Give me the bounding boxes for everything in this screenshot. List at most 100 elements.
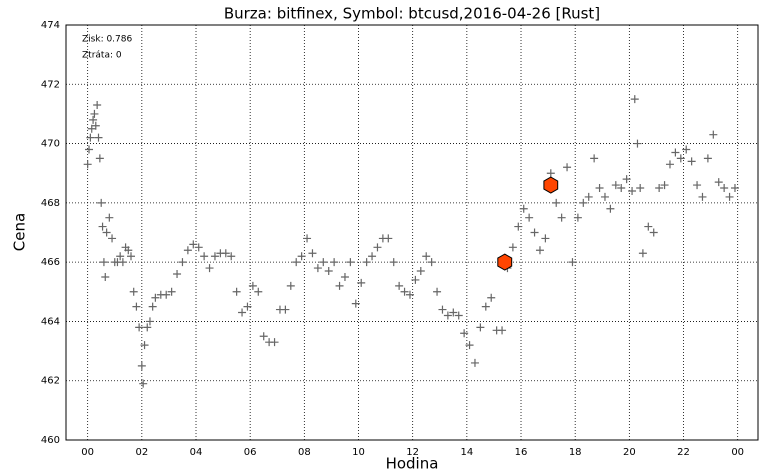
point xyxy=(573,213,582,222)
point xyxy=(340,272,349,281)
point xyxy=(194,243,203,252)
point xyxy=(362,258,371,267)
point xyxy=(617,184,626,193)
point xyxy=(94,133,103,142)
point xyxy=(630,95,639,104)
point xyxy=(108,234,117,243)
point xyxy=(91,121,100,130)
point xyxy=(248,281,257,290)
point xyxy=(292,258,301,267)
signal-point xyxy=(543,176,559,194)
point xyxy=(611,181,620,190)
point xyxy=(433,287,442,296)
point xyxy=(590,154,599,163)
point xyxy=(552,198,561,207)
point xyxy=(210,252,219,261)
point xyxy=(90,109,99,118)
point xyxy=(508,243,517,252)
point xyxy=(118,258,127,267)
point xyxy=(105,213,114,222)
point xyxy=(140,341,149,350)
point xyxy=(541,234,550,243)
x-tick-label: 02 xyxy=(135,447,148,458)
point xyxy=(101,272,110,281)
point xyxy=(487,293,496,302)
point xyxy=(595,184,604,193)
point xyxy=(83,160,92,169)
point xyxy=(99,258,108,267)
point xyxy=(335,281,344,290)
x-tick-label: 14 xyxy=(460,447,473,458)
point xyxy=(308,249,317,258)
y-tick-label: 470 xyxy=(41,139,60,150)
point xyxy=(671,148,680,157)
annotation: Zisk: 0.786 xyxy=(82,35,132,45)
point xyxy=(243,302,252,311)
point xyxy=(519,204,528,213)
x-axis-label: Hodina xyxy=(386,455,439,473)
point xyxy=(530,228,539,237)
point xyxy=(568,258,577,267)
point xyxy=(351,299,360,308)
point xyxy=(270,338,279,347)
point xyxy=(139,379,148,388)
point xyxy=(232,287,241,296)
point xyxy=(102,228,111,237)
point xyxy=(665,160,674,169)
point xyxy=(649,228,658,237)
point xyxy=(167,287,176,296)
point xyxy=(660,181,669,190)
point xyxy=(116,252,125,261)
point xyxy=(297,252,306,261)
point xyxy=(313,264,322,273)
point xyxy=(405,290,414,299)
point xyxy=(346,258,355,267)
point xyxy=(281,305,290,314)
point xyxy=(703,154,712,163)
point xyxy=(557,213,566,222)
point xyxy=(178,258,187,267)
point xyxy=(709,130,718,139)
point xyxy=(95,154,104,163)
point xyxy=(319,258,328,267)
point xyxy=(449,308,458,317)
point xyxy=(132,302,141,311)
signal-point xyxy=(497,253,513,271)
point xyxy=(584,192,593,201)
point xyxy=(720,184,729,193)
annotation: Ztráta: 0 xyxy=(82,51,122,61)
point xyxy=(124,246,133,255)
y-tick-label: 474 xyxy=(41,20,60,31)
point xyxy=(259,332,268,341)
y-tick-label: 464 xyxy=(41,316,60,327)
point xyxy=(357,278,366,287)
point xyxy=(579,198,588,207)
point xyxy=(655,184,664,193)
point xyxy=(476,323,485,332)
point xyxy=(189,240,198,249)
point xyxy=(86,133,95,142)
point xyxy=(286,281,295,290)
point xyxy=(638,249,647,258)
point xyxy=(687,157,696,166)
point xyxy=(633,139,642,148)
point xyxy=(460,329,469,338)
point xyxy=(145,317,154,326)
point xyxy=(368,252,377,261)
point xyxy=(438,305,447,314)
point xyxy=(200,252,209,261)
point xyxy=(400,287,409,296)
point xyxy=(324,267,333,276)
point xyxy=(454,311,463,320)
point xyxy=(127,252,136,261)
point xyxy=(384,234,393,243)
point xyxy=(481,302,490,311)
point xyxy=(693,181,702,190)
point xyxy=(330,258,339,267)
point xyxy=(97,198,106,207)
point xyxy=(698,192,707,201)
point xyxy=(682,145,691,154)
point xyxy=(98,222,107,231)
x-tick-label: 08 xyxy=(298,447,311,458)
